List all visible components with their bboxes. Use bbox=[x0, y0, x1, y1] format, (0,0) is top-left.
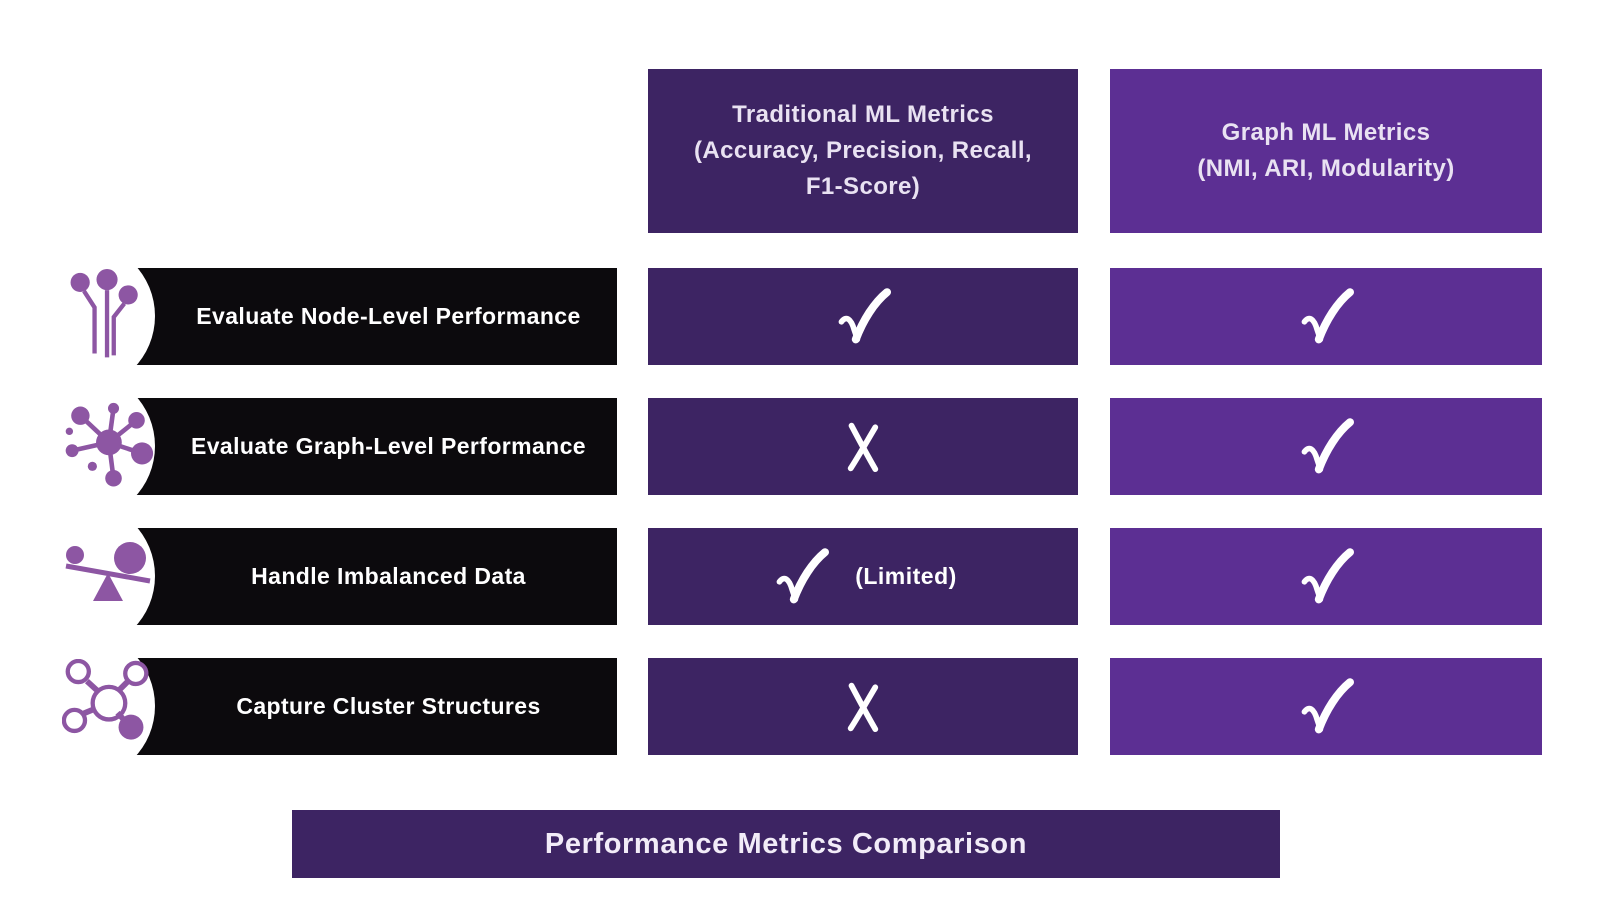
check-or-cross-mark bbox=[840, 417, 886, 477]
column-subtitle: (NMI, ARI, Modularity) bbox=[1197, 155, 1455, 182]
cross-icon bbox=[847, 682, 879, 732]
check-or-cross-mark bbox=[840, 677, 886, 737]
table-row: Evaluate Graph-Level Performance bbox=[0, 371, 1600, 521]
check-or-cross-mark bbox=[1294, 410, 1358, 484]
cell-graph bbox=[1110, 658, 1542, 755]
balance-scale-icon bbox=[62, 529, 154, 625]
check-or-cross-mark bbox=[1294, 670, 1358, 744]
node-pins-icon bbox=[62, 269, 154, 365]
check-or-cross-mark bbox=[769, 540, 833, 614]
cell-traditional bbox=[648, 658, 1078, 755]
row-label: Evaluate Node-Level Performance bbox=[196, 303, 581, 329]
page-title: Performance Metrics Comparison bbox=[544, 827, 1028, 860]
table-row: Capture Cluster Structures bbox=[0, 631, 1600, 781]
check-or-cross-mark bbox=[831, 280, 895, 354]
row-label-bar: Capture Cluster Structures bbox=[5, 631, 617, 781]
check-icon bbox=[1301, 547, 1354, 603]
hub-network-icon bbox=[62, 399, 154, 495]
column-header-graph: Graph ML Metrics (NMI, ARI, Modularity) bbox=[1110, 69, 1542, 233]
column-header-traditional: Traditional ML Metrics (Accuracy, Precis… bbox=[648, 69, 1078, 233]
check-icon bbox=[776, 547, 830, 603]
cell-graph bbox=[1110, 528, 1542, 625]
row-label-bar: Evaluate Graph-Level Performance bbox=[5, 371, 617, 521]
row-label: Handle Imbalanced Data bbox=[251, 563, 526, 589]
check-icon bbox=[838, 287, 891, 343]
row-label: Evaluate Graph-Level Performance bbox=[190, 433, 586, 459]
column-subtitle: (Accuracy, Precision, Recall, F1-Score) bbox=[694, 137, 1032, 200]
cell-traditional bbox=[648, 398, 1078, 495]
cell-note: (Limited) bbox=[855, 563, 957, 589]
cell-traditional bbox=[648, 268, 1078, 365]
cell-graph bbox=[1110, 398, 1542, 495]
check-or-cross-mark bbox=[1294, 540, 1358, 614]
check-icon bbox=[1301, 417, 1354, 473]
cross-icon bbox=[847, 422, 879, 472]
check-icon bbox=[1301, 287, 1354, 343]
cell-graph bbox=[1110, 268, 1542, 365]
column-title: Graph ML Metrics bbox=[1221, 119, 1431, 146]
row-label-bar: Evaluate Node-Level Performance bbox=[5, 241, 617, 391]
column-title: Traditional ML Metrics bbox=[732, 101, 994, 128]
table-row: Evaluate Node-Level Performance bbox=[0, 241, 1600, 391]
cluster-icon bbox=[62, 659, 154, 755]
cell-traditional: (Limited) bbox=[648, 528, 1078, 625]
footer-title-bar: Performance Metrics Comparison bbox=[292, 810, 1280, 878]
check-or-cross-mark bbox=[1294, 280, 1358, 354]
row-label: Capture Cluster Structures bbox=[236, 693, 541, 719]
check-icon bbox=[1301, 677, 1354, 733]
table-row: Handle Imbalanced Data (Limited) bbox=[0, 501, 1600, 651]
row-label-bar: Handle Imbalanced Data bbox=[5, 501, 617, 651]
